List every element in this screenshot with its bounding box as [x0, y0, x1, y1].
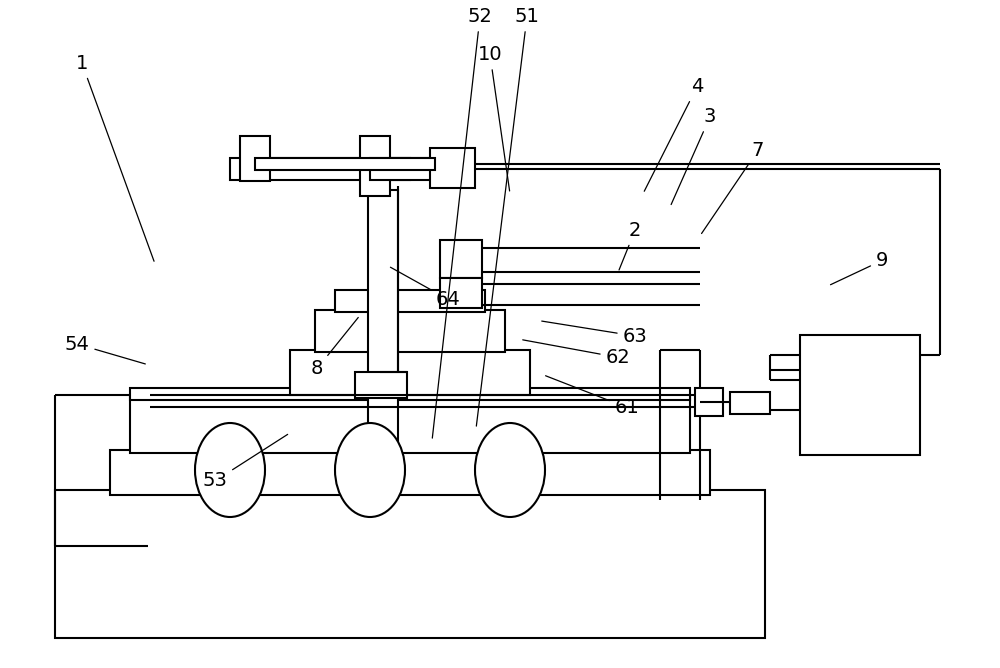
Text: 63: 63	[542, 321, 647, 345]
Bar	[240, 136, 270, 181]
Bar	[440, 240, 482, 278]
Text: 62: 62	[523, 340, 630, 367]
Text: 3: 3	[671, 108, 716, 204]
Text: 52: 52	[432, 7, 492, 438]
Text: 7: 7	[702, 141, 764, 234]
Bar	[695, 388, 723, 416]
Text: 2: 2	[619, 221, 641, 270]
Bar	[730, 392, 770, 414]
Text: 9: 9	[831, 251, 888, 285]
Bar	[315, 310, 505, 352]
Bar	[430, 148, 475, 188]
Text: 4: 4	[644, 77, 703, 191]
Text: 10: 10	[478, 45, 510, 191]
Bar	[800, 335, 920, 455]
Bar	[230, 158, 410, 180]
Bar	[110, 450, 710, 495]
Bar	[130, 395, 690, 453]
Text: 53: 53	[203, 434, 288, 490]
Bar	[360, 136, 390, 196]
Ellipse shape	[335, 423, 405, 517]
Bar	[335, 290, 485, 312]
Text: 61: 61	[546, 376, 639, 417]
Bar	[440, 278, 482, 308]
Bar	[370, 158, 450, 180]
Bar	[255, 158, 435, 170]
Text: 8: 8	[311, 317, 358, 378]
Ellipse shape	[195, 423, 265, 517]
Text: 1: 1	[76, 54, 154, 261]
Ellipse shape	[475, 423, 545, 517]
Bar	[55, 490, 765, 638]
Text: 54: 54	[65, 335, 145, 364]
Text: 64: 64	[390, 267, 460, 309]
Bar	[130, 388, 690, 400]
Text: 51: 51	[476, 7, 539, 426]
Bar	[290, 350, 530, 395]
Bar	[355, 372, 407, 398]
Bar	[368, 190, 398, 490]
